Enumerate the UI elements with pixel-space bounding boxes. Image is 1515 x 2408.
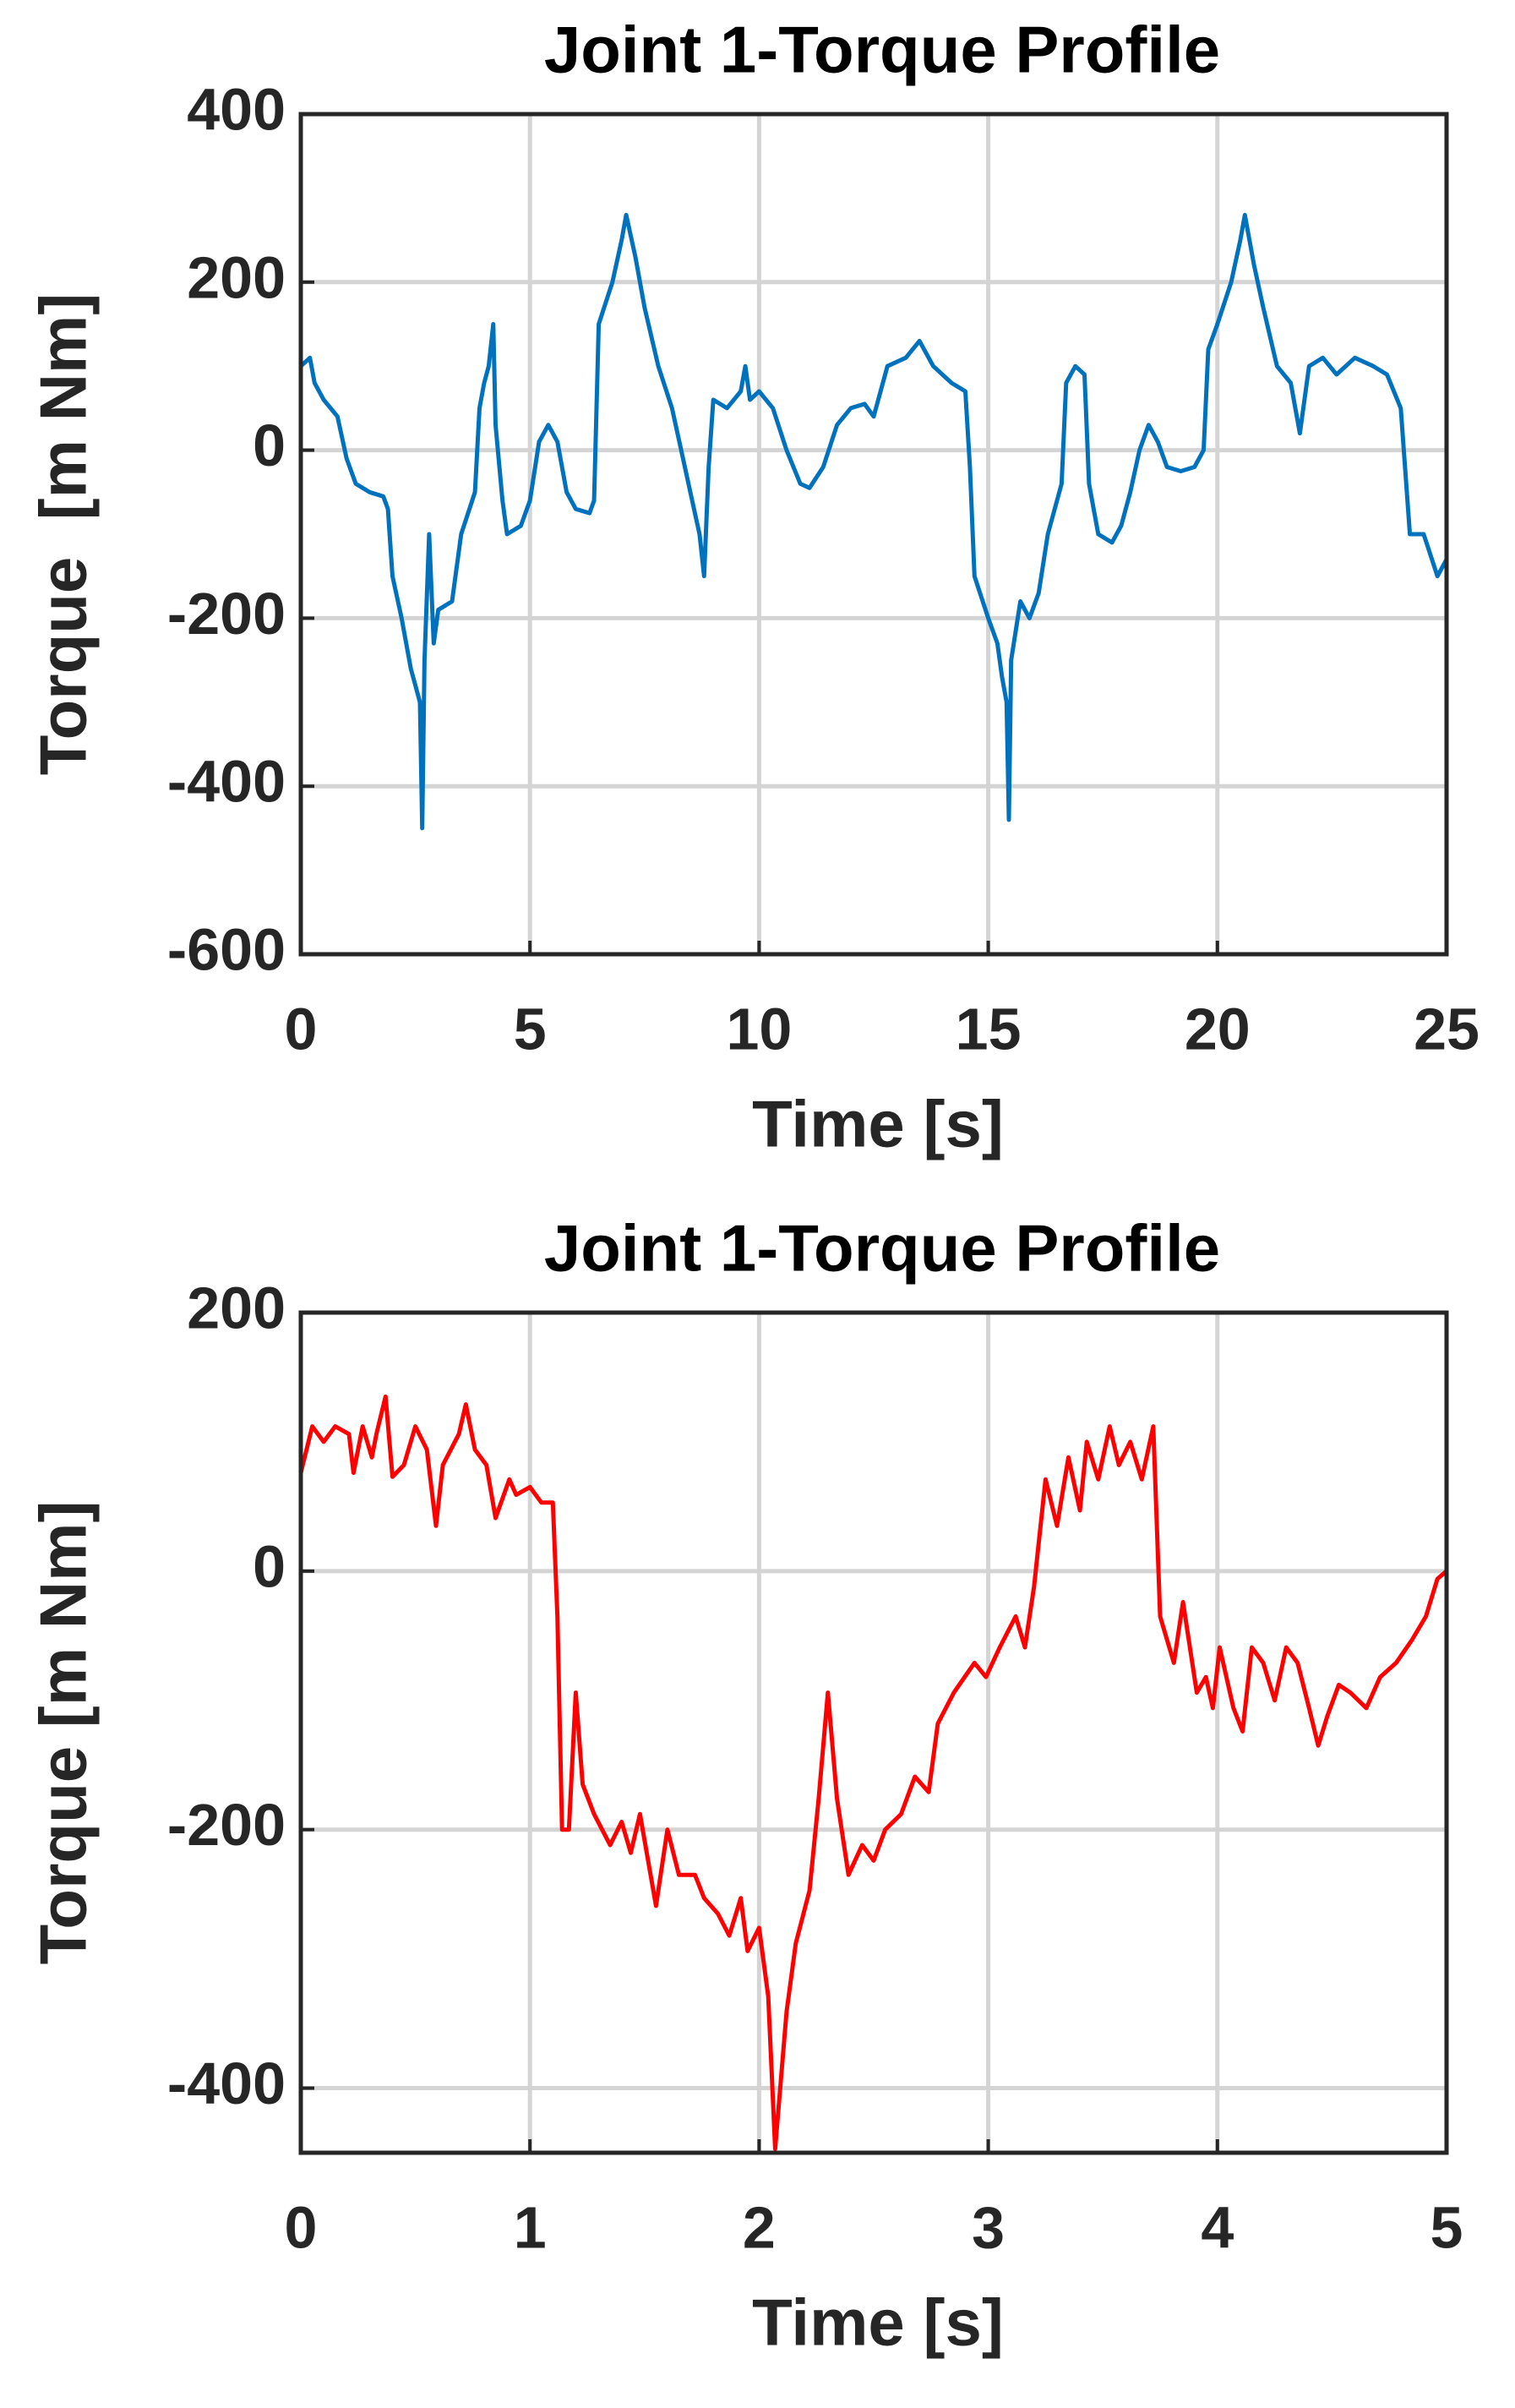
y-tick-label: 200 (187, 1275, 286, 1341)
y-tick-label: -200 (167, 581, 286, 647)
y-tick-label: -400 (167, 749, 286, 815)
x-tick-label: 5 (514, 996, 547, 1062)
y-tick-label: 400 (187, 76, 286, 142)
y-tick-label: 0 (253, 412, 286, 478)
y-tick-label: 0 (253, 1533, 286, 1599)
x-tick-label: 20 (1185, 996, 1251, 1062)
x-axis-label: Time [s] (752, 2285, 1004, 2360)
x-tick-label: 4 (1201, 2194, 1234, 2260)
x-axis-label: Time [s] (752, 1087, 1004, 1161)
data-line (299, 212, 1449, 831)
x-tick-label: 10 (726, 996, 792, 1062)
x-tick-label: 3 (972, 2194, 1005, 2260)
y-tick-label: 200 (187, 244, 286, 310)
data-line (298, 1394, 1448, 2151)
chart-title: Joint 1-Torque Profile (544, 1211, 1220, 1286)
axes-box (298, 1310, 1449, 2155)
y-tick-label: -400 (167, 2050, 286, 2116)
y-axis-label: Torque [m Nm] (26, 1501, 101, 1965)
y-tick-label: -200 (167, 1792, 286, 1858)
x-tick-label: 0 (285, 996, 318, 1062)
y-axis-label: Torque [m Nm] (26, 293, 101, 776)
x-tick-label: 15 (956, 996, 1022, 1062)
chart-title: Joint 1-Torque Profile (544, 13, 1220, 87)
x-tick-label: 25 (1414, 996, 1480, 1062)
x-tick-label: 2 (743, 2194, 776, 2260)
x-tick-label: 5 (1431, 2194, 1463, 2260)
axes-box (298, 112, 1449, 957)
x-tick-label: 1 (514, 2194, 547, 2260)
y-tick-label: -600 (167, 916, 286, 982)
x-tick-label: 0 (285, 2194, 318, 2260)
